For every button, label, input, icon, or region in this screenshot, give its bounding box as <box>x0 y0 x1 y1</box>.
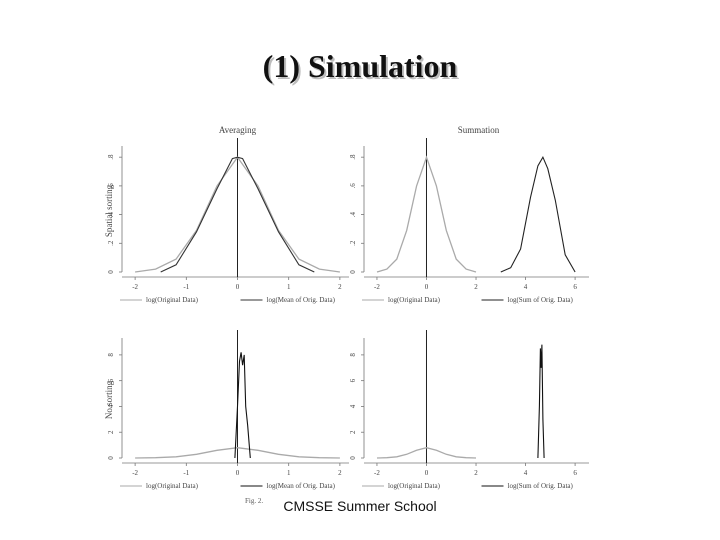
figure-caption: Fig. 2. <box>245 497 264 505</box>
slide-title: (1) Simulation <box>262 48 458 84</box>
y-tick-label: .2 <box>349 240 357 246</box>
panel-title: Averaging <box>219 125 257 135</box>
x-tick-label: 0 <box>425 283 429 291</box>
legend-label: log(Original Data) <box>146 482 199 490</box>
panel-title: Summation <box>458 125 500 135</box>
legend-label: log(Sum of Orig. Data) <box>508 296 574 304</box>
y-axis-label: Spatial sorting <box>104 184 114 237</box>
x-tick-label: 0 <box>236 469 240 477</box>
x-tick-label: 2 <box>338 469 342 477</box>
x-tick-label: 4 <box>524 283 528 291</box>
y-tick-label: 2 <box>349 430 357 434</box>
y-tick-label: 8 <box>349 353 357 357</box>
series-line-2 <box>537 344 545 459</box>
y-tick-label: 8 <box>107 353 115 357</box>
series-line-2 <box>160 156 315 273</box>
x-tick-label: 0 <box>236 283 240 291</box>
y-tick-label: 0 <box>107 270 115 274</box>
y-tick-label: 6 <box>107 378 115 382</box>
x-tick-label: 1 <box>287 283 291 291</box>
y-tick-label: .2 <box>107 240 115 246</box>
legend-label: log(Original Data) <box>146 296 199 304</box>
series-line-2 <box>500 155 576 273</box>
y-tick-label: .6 <box>349 183 357 189</box>
x-tick-label: -2 <box>374 283 380 291</box>
x-tick-label: 4 <box>524 469 528 477</box>
series-line-1 <box>376 155 477 273</box>
legend-label: log(Original Data) <box>388 296 441 304</box>
series-line-2 <box>234 352 251 459</box>
x-tick-label: -2 <box>132 469 138 477</box>
series-line-1 <box>135 447 340 459</box>
x-tick-label: 2 <box>474 469 478 477</box>
x-tick-label: -2 <box>374 469 380 477</box>
x-tick-label: -2 <box>132 283 138 291</box>
y-tick-label: 4 <box>349 404 357 408</box>
y-tick-label: .4 <box>349 211 357 217</box>
x-tick-label: 6 <box>573 469 577 477</box>
series-line-1 <box>376 447 477 459</box>
y-tick-label: .8 <box>107 154 115 160</box>
x-tick-label: 0 <box>425 469 429 477</box>
y-tick-label: 0 <box>107 456 115 460</box>
y-tick-label: 4 <box>107 404 115 408</box>
legend-label: log(Sum of Orig. Data) <box>508 482 574 490</box>
y-tick-label: 2 <box>107 430 115 434</box>
y-tick-label: .6 <box>107 183 115 189</box>
x-tick-label: 6 <box>573 283 577 291</box>
y-tick-label: 0 <box>349 270 357 274</box>
y-tick-label: 0 <box>349 456 357 460</box>
x-tick-label: -1 <box>183 469 189 477</box>
y-tick-label: .8 <box>349 154 357 160</box>
slide-footer: CMSSE Summer School <box>283 498 437 514</box>
y-axis-label: No sorting <box>104 380 114 419</box>
y-tick-label: .4 <box>107 211 115 217</box>
x-tick-label: 2 <box>338 283 342 291</box>
legend-label: log(Original Data) <box>388 482 441 490</box>
y-tick-label: 6 <box>349 378 357 382</box>
legend-label: log(Mean of Orig. Data) <box>267 296 336 304</box>
x-tick-label: -1 <box>183 283 189 291</box>
x-tick-label: 2 <box>474 283 478 291</box>
legend-label: log(Mean of Orig. Data) <box>267 482 336 490</box>
x-tick-label: 1 <box>287 469 291 477</box>
